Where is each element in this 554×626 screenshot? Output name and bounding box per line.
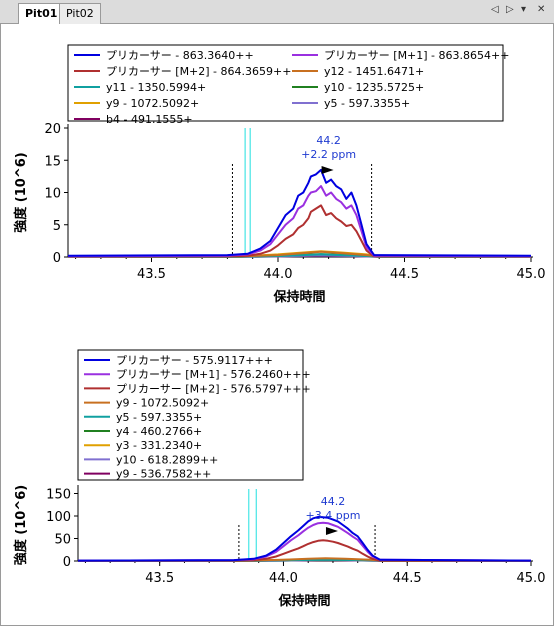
- legend-box: [67, 44, 504, 122]
- chromatogram-chart-1[interactable]: プリカーサー - 863.3640++ プリカーサー [M+1] - 863.86…: [1, 24, 553, 314]
- series-line: [67, 185, 532, 258]
- series-line: [68, 204, 531, 258]
- tab-next-icon[interactable]: ▷: [506, 4, 514, 15]
- chart-pane: プリカーサー - 863.3640++ プリカーサー [M+1] - 863.86…: [0, 24, 554, 626]
- tab-label: Pit01: [25, 7, 58, 20]
- x-tick-label: 45.0: [517, 267, 546, 282]
- y-tick-label: 0: [53, 251, 61, 266]
- legend-item-label: y10 - 618.2899++: [116, 453, 218, 466]
- x-tick-label: 44.5: [393, 571, 422, 586]
- legend-item-label: y9 - 1072.5092+: [116, 397, 209, 410]
- legend-item-label: y5 - 597.3355+: [116, 411, 202, 424]
- legend-item-label: y9 - 536.7582++: [116, 468, 211, 481]
- legend-item-label: y10 - 1235.5725+: [324, 81, 424, 94]
- x-axis-label: 保持時間: [277, 593, 330, 609]
- series-line: [67, 168, 532, 257]
- legend-item-label: プリカーサー [M+1] - 863.8654++: [324, 49, 509, 62]
- peak-marker-icon: [325, 527, 338, 535]
- y-tick-label: 15: [44, 154, 61, 169]
- x-tick-label: 43.5: [137, 267, 166, 282]
- y-tick-label: 150: [46, 488, 71, 503]
- legend-item-label: b4 - 491.1555+: [106, 113, 193, 126]
- peak-ppm-label: +3.4 ppm: [306, 509, 361, 522]
- legend-item-label: y5 - 597.3355+: [324, 97, 410, 110]
- peak-marker-icon: [321, 166, 334, 174]
- legend-item-label: y4 - 460.2766+: [116, 425, 202, 438]
- tab-prev-icon[interactable]: ◁: [491, 4, 499, 15]
- x-axis-label: 保持時間: [272, 289, 325, 305]
- legend-item-label: プリカーサー - 575.9117+++: [116, 354, 273, 367]
- peak-ppm-label: +2.2 ppm: [301, 148, 356, 161]
- y-tick-label: 5: [53, 219, 61, 234]
- x-tick-label: 44.0: [269, 571, 298, 586]
- tab-bar: Pit01 Pit02 ◁ ▷ ▾ ✕: [0, 0, 554, 25]
- series-line: [77, 539, 532, 562]
- tab-pit02[interactable]: Pit02: [59, 3, 101, 24]
- series-line: [77, 521, 532, 562]
- legend-box: [77, 349, 304, 481]
- tab-menu-icon[interactable]: ▾: [521, 4, 527, 15]
- y-tick-label: 20: [44, 122, 61, 137]
- peak-rt-label: 44.2: [321, 495, 346, 508]
- legend-item-label: プリカーサー [M+2] - 576.5797+++: [116, 382, 311, 395]
- legend-item-label: プリカーサー [M+2] - 864.3659++: [106, 65, 291, 78]
- legend-item-label: y12 - 1451.6471+: [324, 65, 424, 78]
- legend-item-label: y9 - 1072.5092+: [106, 97, 199, 110]
- y-tick-label: 0: [63, 555, 71, 570]
- series-line: [77, 515, 532, 562]
- legend-item-label: プリカーサー [M+1] - 576.2460+++: [116, 368, 311, 381]
- legend-item-label: y3 - 331.2340+: [116, 439, 202, 452]
- close-icon[interactable]: ✕: [537, 4, 546, 15]
- y-axis-label: 強度 (10^6): [13, 152, 29, 232]
- tab-pit01[interactable]: Pit01: [18, 3, 65, 25]
- y-tick-label: 10: [44, 187, 61, 202]
- peak-rt-label: 44.2: [316, 134, 341, 147]
- x-tick-label: 44.0: [264, 267, 293, 282]
- legend-item-label: y11 - 1350.5994+: [106, 81, 206, 94]
- legend-item-label: プリカーサー - 863.3640++: [106, 49, 254, 62]
- x-tick-label: 45.0: [517, 571, 546, 586]
- x-tick-label: 43.5: [145, 571, 174, 586]
- y-axis-label: 強度 (10^6): [13, 485, 29, 565]
- y-tick-label: 50: [54, 533, 71, 548]
- tab-label: Pit02: [66, 7, 94, 20]
- x-tick-label: 44.5: [390, 267, 419, 282]
- chromatogram-chart-2[interactable]: プリカーサー - 575.9117+++プリカーサー [M+1] - 576.2…: [1, 324, 553, 626]
- y-tick-label: 100: [46, 510, 71, 525]
